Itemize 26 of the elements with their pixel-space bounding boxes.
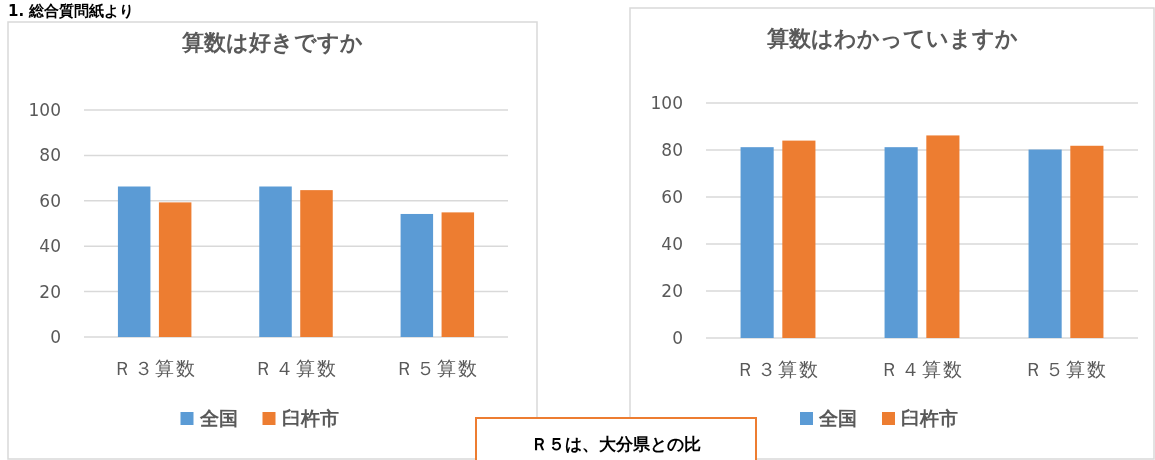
legend-label: 全国 — [198, 407, 238, 429]
y-tick-label: 80 — [661, 140, 683, 160]
y-tick-label: 0 — [50, 327, 61, 347]
legend-label: 臼杵市 — [281, 407, 339, 429]
legend-label: 全国 — [818, 407, 857, 429]
x-tick-label: Ｒ４算数 — [254, 357, 338, 379]
x-tick-label: Ｒ５算数 — [1024, 358, 1108, 380]
chart-title: 算数はわかっていますか — [765, 26, 1018, 51]
legend-label: 臼杵市 — [901, 407, 958, 429]
x-tick-label: Ｒ３算数 — [736, 358, 820, 380]
annotation: Ｒ５は、大分県との比 — [531, 434, 701, 454]
y-tick-label: 20 — [39, 281, 61, 302]
y-tick-label: 20 — [661, 281, 683, 301]
y-tick-label: 60 — [661, 187, 683, 207]
annotation: 1. 総合質問紙より — [8, 2, 135, 20]
y-tick-label: 80 — [39, 145, 61, 166]
y-tick-label: 40 — [39, 236, 61, 257]
x-tick-label: Ｒ３算数 — [112, 357, 197, 379]
y-tick-label: 100 — [28, 100, 61, 120]
y-tick-label: 100 — [650, 93, 683, 113]
x-tick-label: Ｒ５算数 — [395, 357, 480, 379]
chart-title: 算数は好きですか — [181, 30, 363, 55]
y-tick-label: 60 — [39, 190, 61, 211]
y-tick-label: 40 — [661, 234, 683, 254]
y-tick-label: 0 — [672, 328, 683, 348]
x-tick-label: Ｒ４算数 — [880, 358, 964, 380]
